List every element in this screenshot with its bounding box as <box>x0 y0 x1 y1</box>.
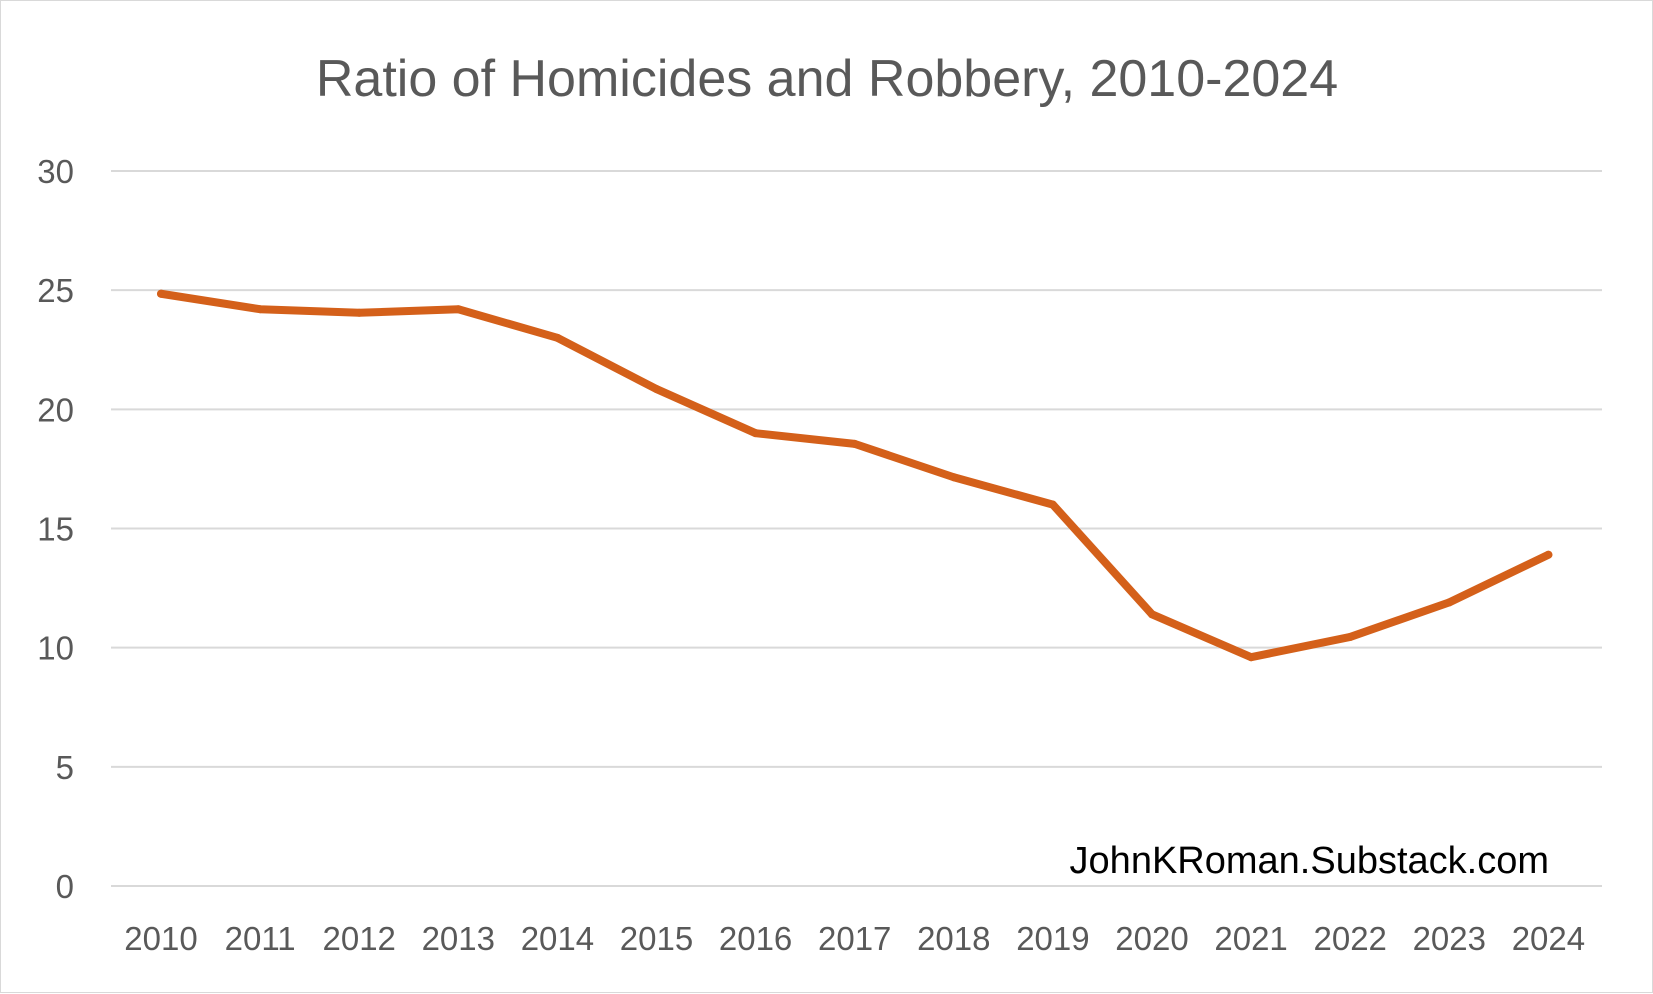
x-tick-label: 2023 <box>1413 920 1486 957</box>
x-tick-label: 2017 <box>818 920 891 957</box>
data-point-2019 <box>1048 500 1057 509</box>
data-point-2017 <box>850 439 859 448</box>
data-point-2021 <box>1247 653 1256 662</box>
data-point-2010 <box>157 289 165 298</box>
series-layer <box>157 289 1553 662</box>
y-tick-label: 0 <box>56 868 74 905</box>
data-point-2023 <box>1445 598 1454 607</box>
data-point-2013 <box>454 305 463 314</box>
data-point-2024 <box>1544 550 1553 559</box>
series-line-0 <box>157 289 1553 662</box>
x-tick-label: 2020 <box>1115 920 1188 957</box>
data-point-2012 <box>355 308 364 317</box>
y-tick-label: 25 <box>37 272 74 309</box>
data-point-2020 <box>1148 610 1156 619</box>
x-tick-label: 2018 <box>917 920 990 957</box>
gridlines <box>111 170 1602 887</box>
x-tick-label: 2012 <box>322 920 395 957</box>
y-axis-ticks: 0 5 10 15 20 25 30 <box>37 153 74 905</box>
x-tick-label: 2014 <box>521 920 594 957</box>
data-point-2015 <box>652 385 661 394</box>
x-tick-label: 2016 <box>719 920 792 957</box>
data-point-2022 <box>1346 632 1355 641</box>
data-point-2011 <box>256 305 265 314</box>
x-tick-label: 2019 <box>1016 920 1089 957</box>
data-point-2016 <box>751 429 760 438</box>
watermark-text: JohnKRoman.Substack.com <box>1070 840 1549 882</box>
x-tick-label: 2024 <box>1512 920 1585 957</box>
y-tick-label: 30 <box>37 153 74 190</box>
chart-title: Ratio of Homicides and Robbery, 2010-202… <box>316 50 1338 108</box>
x-tick-label: 2011 <box>225 920 296 957</box>
x-tick-label: 2021 <box>1214 920 1287 957</box>
x-tick-label: 2022 <box>1313 920 1386 957</box>
y-tick-label: 15 <box>37 511 74 548</box>
y-tick-label: 20 <box>37 391 74 428</box>
x-tick-label: 2010 <box>124 920 197 957</box>
x-tick-label: 2015 <box>620 920 693 957</box>
y-tick-label: 10 <box>37 630 74 667</box>
data-point-2014 <box>553 333 562 342</box>
x-axis-ticks: 2010 2011 2012 2013 2014 2015 2016 2017 2018 2019… <box>124 920 1585 957</box>
x-tick-label: 2013 <box>422 920 495 957</box>
y-tick-label: 5 <box>56 749 74 786</box>
data-point-2018 <box>949 473 958 482</box>
